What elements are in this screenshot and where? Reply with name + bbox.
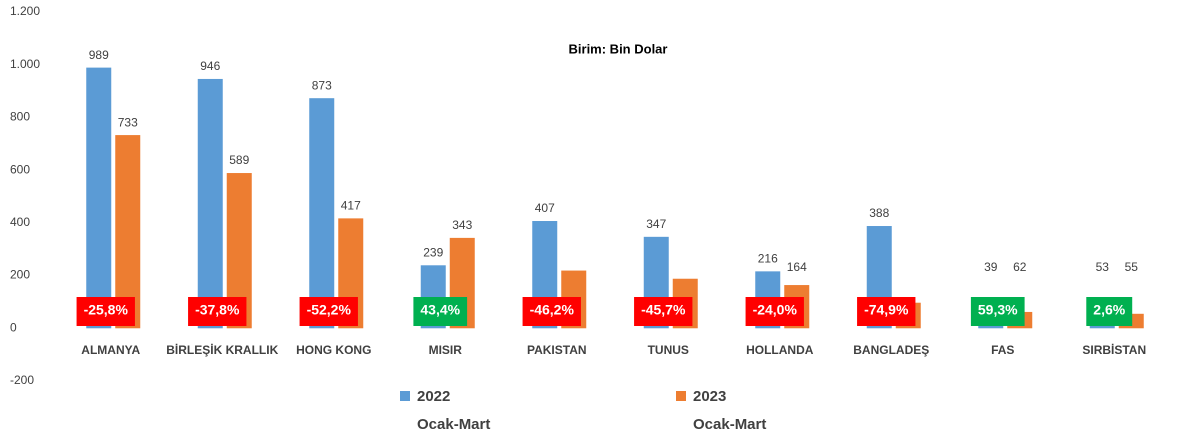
- x-tick-label: HONG KONG: [296, 343, 371, 357]
- change-box: [76, 297, 135, 326]
- value-label: 62: [1013, 260, 1027, 274]
- bar: [115, 135, 141, 329]
- value-label: 239: [423, 245, 443, 259]
- change-label: -24,0%: [753, 302, 798, 318]
- change-label: 2,6%: [1093, 302, 1125, 318]
- x-tick-label: SIRBİSTAN: [1082, 342, 1146, 357]
- x-tick-label: MISIR: [429, 343, 463, 357]
- value-label: 39: [984, 260, 998, 274]
- value-label: 407: [535, 201, 555, 215]
- change-box: [413, 297, 468, 326]
- value-label: 733: [118, 115, 138, 129]
- bar: [309, 98, 335, 329]
- y-tick-label: 1.200: [10, 4, 40, 18]
- change-label: -74,9%: [864, 302, 909, 318]
- change-box: [522, 297, 581, 326]
- legend-swatch: [676, 391, 686, 401]
- bar: [197, 78, 223, 329]
- change-box: [634, 297, 693, 326]
- change-label: 43,4%: [420, 302, 460, 318]
- value-label: 946: [200, 59, 220, 73]
- y-tick-label: 200: [10, 268, 30, 282]
- x-tick-label: BİRLEŞİK KRALLIK: [166, 342, 278, 357]
- x-tick-label: PAKISTAN: [527, 343, 587, 357]
- value-label: 589: [229, 153, 249, 167]
- change-label: -37,8%: [195, 302, 240, 318]
- value-label: 343: [452, 218, 472, 232]
- y-tick-label: 400: [10, 215, 30, 229]
- y-tick-label: 0: [10, 320, 17, 334]
- change-box: [745, 297, 804, 326]
- change-label: -46,2%: [530, 302, 575, 318]
- value-label: 53: [1096, 260, 1110, 274]
- change-box: [970, 297, 1025, 326]
- chart-subtitle: Birim: Bin Dolar: [569, 41, 668, 56]
- change-box: [188, 297, 247, 326]
- legend-swatch: [400, 391, 410, 401]
- legend-label: 2023: [693, 388, 726, 405]
- value-label: 989: [89, 48, 109, 62]
- value-label: 55: [1125, 260, 1139, 274]
- value-label: 216: [758, 252, 778, 266]
- change-box: [299, 297, 358, 326]
- value-label: 388: [869, 206, 889, 220]
- change-box: [857, 297, 916, 326]
- y-tick-label: 800: [10, 110, 30, 124]
- x-tick-label: HOLLANDA: [746, 343, 814, 357]
- change-label: -25,8%: [84, 302, 129, 318]
- value-label: 873: [312, 78, 332, 92]
- value-label: 417: [341, 199, 361, 213]
- x-tick-label: TUNUS: [648, 343, 689, 357]
- bar: [86, 67, 112, 329]
- change-label: -45,7%: [641, 302, 686, 318]
- change-label: 59,3%: [978, 302, 1018, 318]
- change-box: [1086, 297, 1133, 326]
- x-tick-label: FAS: [991, 343, 1014, 357]
- change-label: -52,2%: [307, 302, 352, 318]
- legend-period: Ocak-Mart: [417, 416, 490, 433]
- legend-label: 2022: [417, 388, 450, 405]
- x-tick-label: BANGLADEŞ: [853, 343, 929, 357]
- y-tick-label: 600: [10, 162, 30, 176]
- legend-period: Ocak-Mart: [693, 416, 766, 433]
- value-label: 164: [787, 260, 807, 274]
- value-label: 347: [646, 217, 666, 231]
- y-tick-label: 1.000: [10, 57, 40, 71]
- x-tick-label: ALMANYA: [81, 343, 140, 357]
- y-tick-label: -200: [10, 373, 34, 387]
